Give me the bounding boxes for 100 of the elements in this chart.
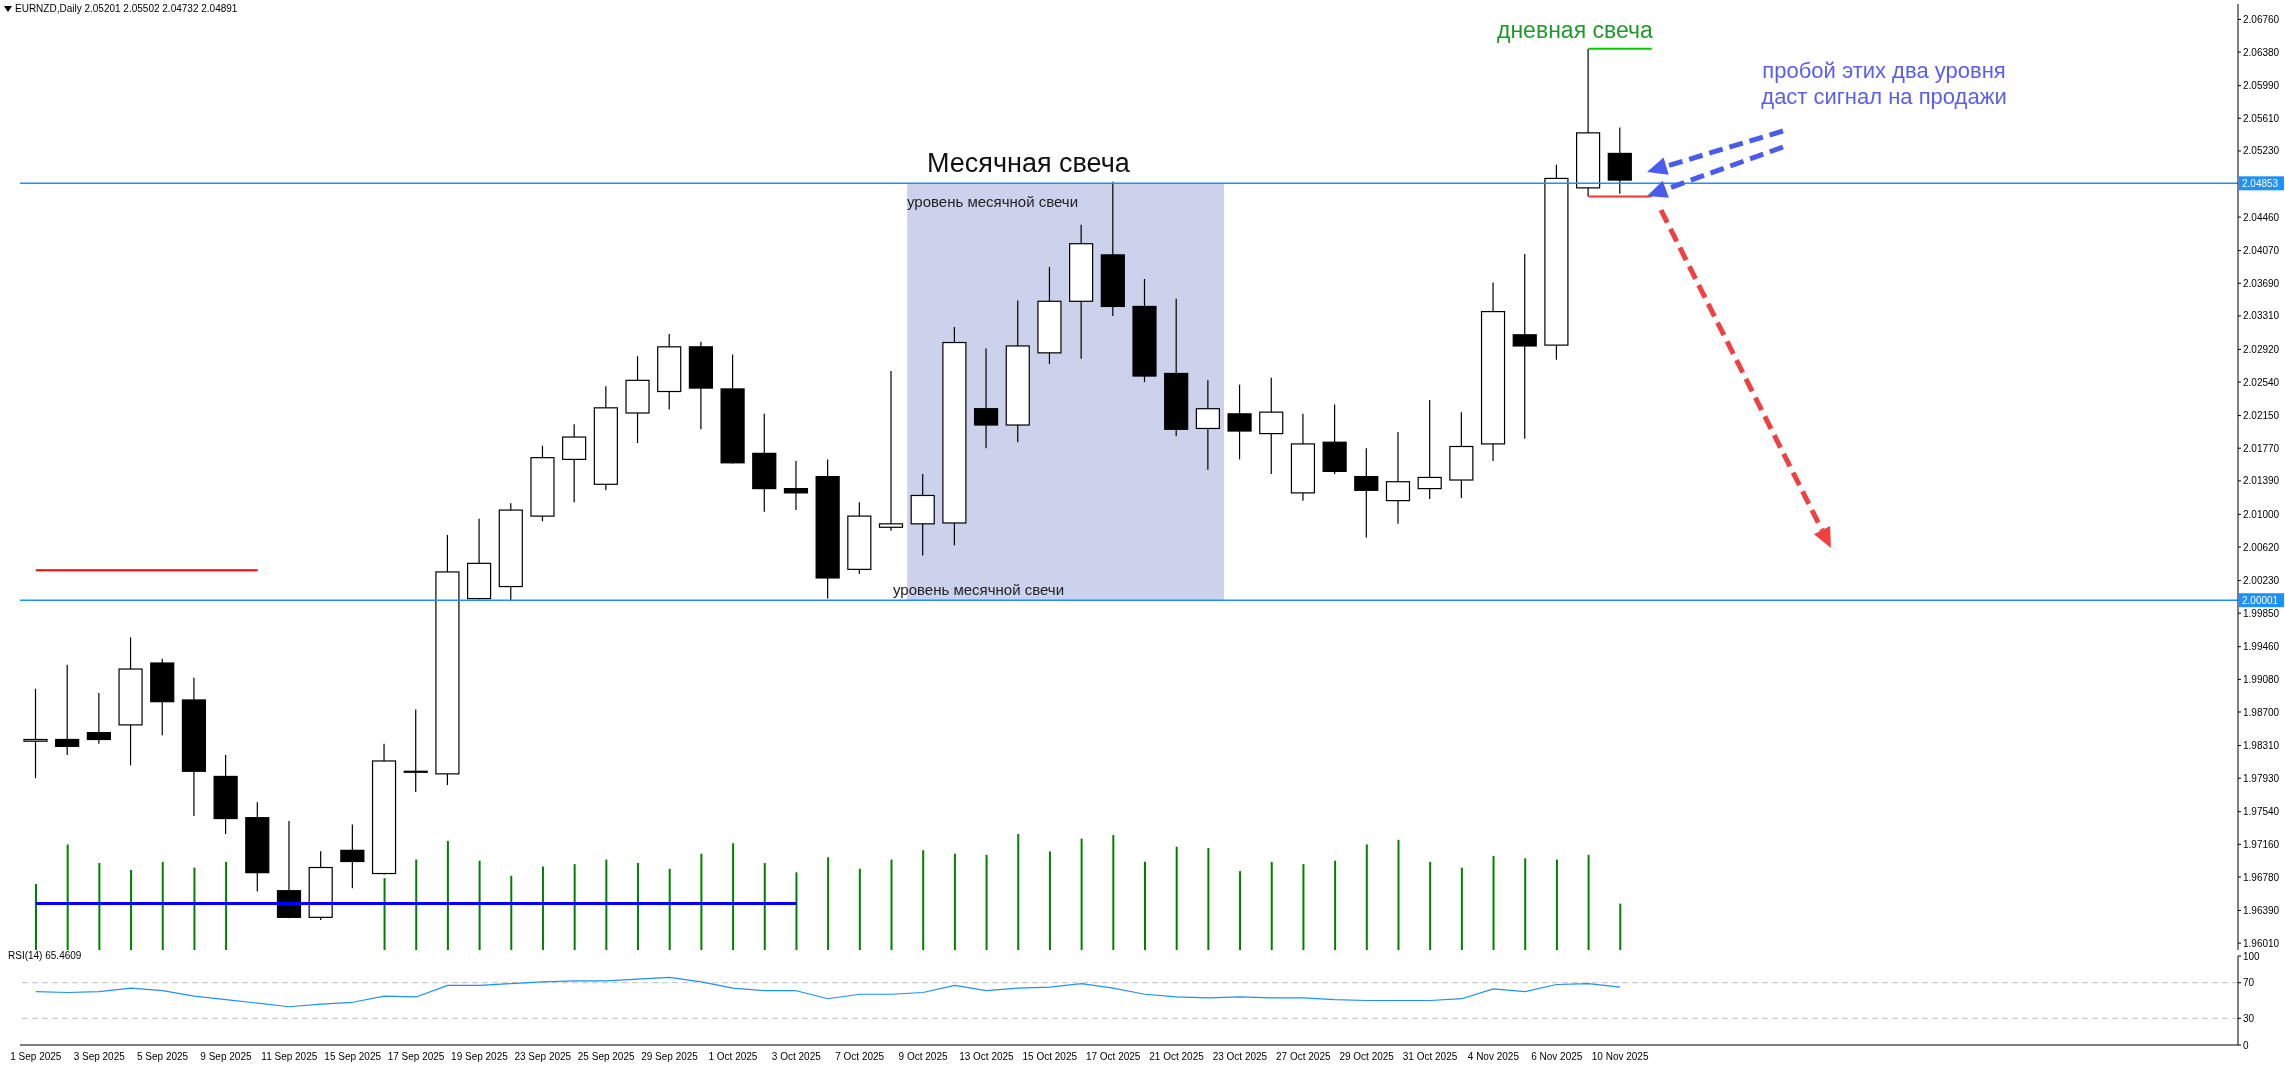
x-tick-label: 5 Sep 2025 [137,1051,189,1063]
x-tick-label: 17 Sep 2025 [387,1051,445,1063]
y-tick-label: 0 [2243,1039,2249,1051]
bar [1048,851,1051,950]
bar [1144,861,1146,950]
x-tick-label: 15 Oct 2025 [1022,1051,1078,1063]
bar [1429,861,1432,950]
x-tick-label: 7 Oct 2025 [835,1051,885,1063]
x-tick-label: 13 Oct 2025 [959,1051,1015,1063]
bar [953,853,956,950]
y-tick-label: 1.99850 [2243,607,2280,619]
annotation: уровень месячной свечи [893,581,1065,599]
y-tick-label: 2.02540 [2243,376,2280,388]
candlestick [1354,447,1379,539]
bar [732,843,735,950]
y-tick-label: 100 [2243,950,2261,962]
x-tick-label: 1 Sep 2025 [10,1051,62,1063]
bar [637,863,640,950]
candlestick [1417,399,1442,500]
y-tick-label: 1.96780 [2243,871,2280,883]
bar [700,853,703,950]
y-tick-label: 2.01390 [2243,475,2280,487]
bar [605,859,608,950]
bar [1334,860,1337,950]
y-tick-label: 2.05230 [2243,145,2280,157]
y-tick-label: 2.02920 [2243,343,2280,355]
line-series [35,976,1621,1008]
x-tick-label: 27 Oct 2025 [1276,1051,1331,1063]
candlestick [1259,377,1284,475]
x-tick-label: 19 Sep 2025 [451,1051,509,1063]
bar [161,861,164,950]
ref-line-label: 2.00001 [2242,595,2279,607]
y-tick-label: 1.98700 [2243,706,2280,718]
bar [478,860,481,950]
bar [1112,835,1115,950]
annotation: уровень месячной свечи [907,193,1079,211]
annotation: дневная свеча [1497,17,1653,45]
bar [827,857,830,950]
y-tick-label: 2.05610 [2243,112,2280,124]
chart-title: RSI(14) 65.4609 [8,950,82,961]
y-tick-label: 1.97160 [2243,838,2280,850]
bar [1460,867,1463,950]
bar [130,869,133,950]
y-tick-label: 1.97540 [2243,806,2280,818]
bar [1239,871,1242,950]
y-tick-label: 1.98310 [2243,740,2280,752]
y-tick-label: 1.99460 [2243,641,2280,653]
x-tick-label: 31 Oct 2025 [1402,1051,1458,1063]
bar [1524,858,1527,950]
x-tick-label: 23 Oct 2025 [1212,1051,1268,1063]
bar [985,854,988,950]
candlestick [23,688,48,779]
bar [98,863,101,950]
y-tick-label: 30 [2243,1012,2255,1024]
bar [1302,864,1305,950]
x-tick-label: 11 Sep 2025 [261,1051,318,1063]
candlestick [562,423,587,503]
bar [1270,861,1273,950]
x-tick-label: 23 Sep 2025 [514,1051,572,1063]
bar [1587,854,1590,950]
bar [795,872,798,950]
bar [1492,856,1495,950]
x-tick-label: 21 Oct 2025 [1149,1051,1205,1063]
x-tick-label: 17 Oct 2025 [1085,1051,1141,1063]
chart-title: EURNZD,Daily 2.05201 2.05502 2.04732 2.04891 [15,3,238,14]
y-tick-label: 2.03310 [2243,310,2280,322]
y-tick-label: 1.96390 [2243,905,2280,917]
candlestick [340,823,365,889]
y-tick-label: 1.99080 [2243,673,2280,685]
bar [1619,903,1622,950]
candlestick [1227,384,1252,460]
candlestick [878,370,904,532]
bar [415,859,418,950]
bar [668,868,671,950]
bar [1555,859,1558,950]
candlestick [86,692,111,745]
y-tick-label: 2.03690 [2243,277,2280,289]
bar [225,861,228,950]
bar [66,844,69,950]
y-tick-label: 2.00620 [2243,541,2280,553]
y-tick-label: 2.04070 [2243,245,2280,257]
bar [1080,838,1083,950]
x-tick-label: 29 Sep 2025 [641,1051,699,1063]
bar [858,868,861,950]
candlestick [403,708,428,793]
bar [1175,846,1178,950]
bar [541,866,544,950]
y-tick-label: 2.02150 [2243,410,2280,422]
y-tick-label: 2.04460 [2243,211,2280,223]
candlestick [1195,379,1220,471]
candlestick [1385,431,1411,525]
x-tick-label: 10 Nov 2025 [1591,1051,1649,1063]
x-tick-label: 29 Oct 2025 [1339,1051,1395,1063]
y-tick-label: 1.97930 [2243,772,2280,784]
x-tick-label: 3 Sep 2025 [73,1051,126,1063]
x-tick-label: 9 Oct 2025 [898,1051,948,1063]
y-tick-label: 2.01770 [2243,442,2280,454]
bar [763,863,766,950]
y-tick-label: 2.05990 [2243,80,2280,92]
annotation: пробой этих два уровня даст сигнал на продажи [1760,58,2008,111]
